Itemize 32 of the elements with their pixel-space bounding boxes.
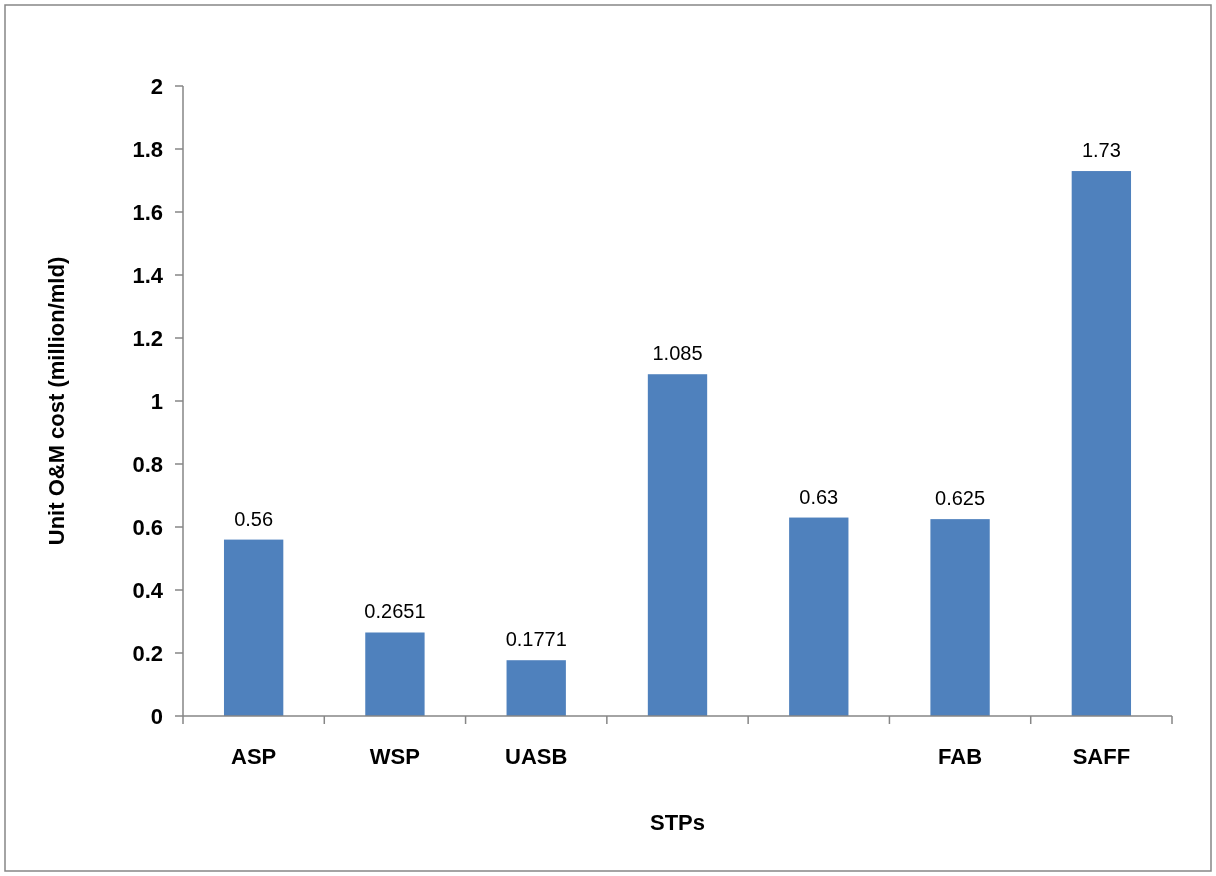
y-tick-label: 0.6	[132, 514, 163, 540]
y-tick-label: 0	[150, 703, 163, 729]
data-label: 0.56	[234, 507, 274, 530]
x-axis-title: STPs	[649, 809, 706, 835]
data-label: 0.2651	[364, 600, 426, 623]
y-tick-label: 0.2	[132, 640, 163, 666]
bar	[506, 660, 566, 716]
y-axis-title: Unit O&M cost (million/mld)	[43, 256, 69, 546]
y-tick-label: 1.2	[132, 325, 163, 351]
y-tick-label: 2	[150, 73, 163, 99]
y-tick-label: 1.4	[132, 262, 164, 288]
x-tick-label: UASB	[505, 743, 568, 769]
bar	[365, 632, 425, 716]
data-label: 0.625	[935, 487, 986, 510]
bar	[930, 519, 990, 716]
data-label: 0.1771	[505, 628, 567, 651]
data-label: 0.63	[799, 485, 839, 508]
x-tick-label: WSP	[369, 743, 420, 769]
y-tick-label: 1.8	[132, 136, 163, 162]
data-label: 1.73	[1081, 139, 1121, 162]
y-tick-label: 1	[150, 388, 163, 414]
x-tick-label: ASP	[231, 743, 277, 769]
y-tick-label: 0.8	[132, 451, 163, 477]
x-tick-label: FAB	[938, 743, 983, 769]
bar	[223, 539, 284, 716]
data-label: 1.085	[652, 342, 703, 365]
x-tick-label: SAFF	[1072, 743, 1131, 769]
y-tick-label: 1.6	[132, 199, 163, 225]
bar	[647, 374, 708, 716]
bar	[789, 517, 849, 716]
bar	[1071, 171, 1132, 716]
y-tick-label: 0.4	[132, 577, 164, 603]
